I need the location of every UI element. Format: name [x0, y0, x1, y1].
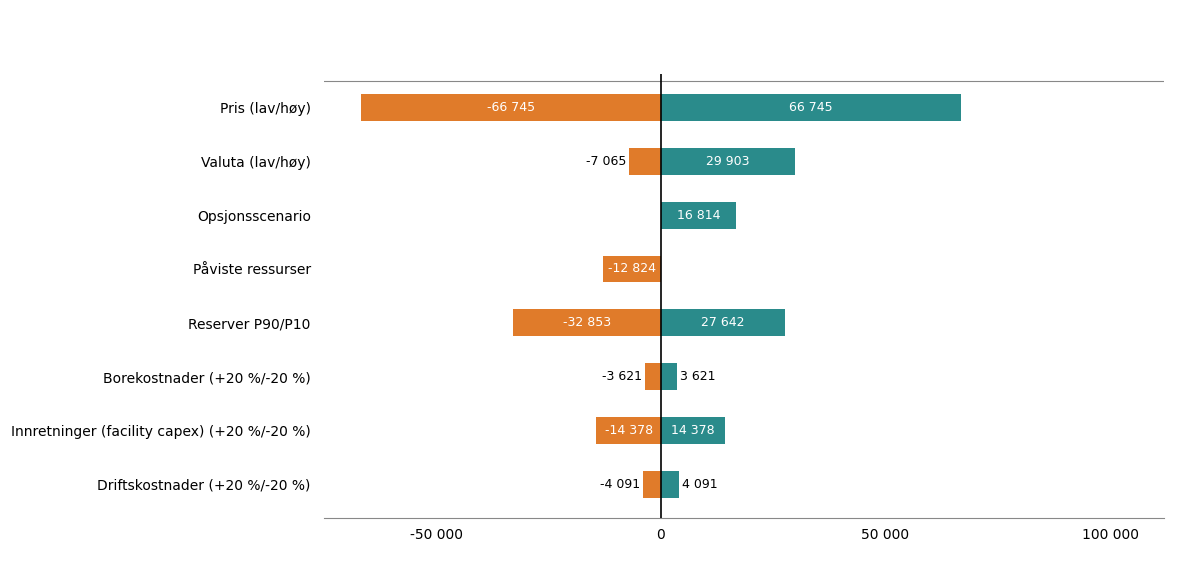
Bar [596, 417, 661, 444]
Bar [629, 148, 661, 175]
Text: -66 745: -66 745 [487, 101, 535, 114]
Text: 29 903: 29 903 [707, 155, 750, 168]
Bar [661, 94, 961, 121]
Bar [604, 255, 661, 282]
Text: 16 814: 16 814 [677, 209, 720, 222]
Text: 27 642: 27 642 [701, 316, 745, 329]
Text: -4 091: -4 091 [600, 477, 640, 490]
Text: 66 745: 66 745 [788, 101, 833, 114]
Bar [661, 148, 796, 175]
Text: 4 091: 4 091 [682, 477, 718, 490]
Bar [661, 363, 677, 390]
Bar [361, 94, 661, 121]
Text: 3 621: 3 621 [680, 370, 715, 383]
Bar [644, 363, 661, 390]
Text: -14 378: -14 378 [605, 424, 653, 437]
Text: -32 853: -32 853 [563, 316, 611, 329]
Bar [661, 417, 726, 444]
Text: NNV 7 % før skatt, 38 427 MNOK: NNV 7 % før skatt, 38 427 MNOK [592, 36, 898, 55]
Bar [661, 310, 785, 336]
Text: -3 621: -3 621 [602, 370, 642, 383]
Bar [661, 202, 737, 229]
Bar [514, 310, 661, 336]
Text: -12 824: -12 824 [608, 262, 656, 275]
Text: -7 065: -7 065 [586, 155, 626, 168]
Text: 14 378: 14 378 [671, 424, 715, 437]
Bar [661, 471, 679, 498]
Bar [642, 471, 661, 498]
